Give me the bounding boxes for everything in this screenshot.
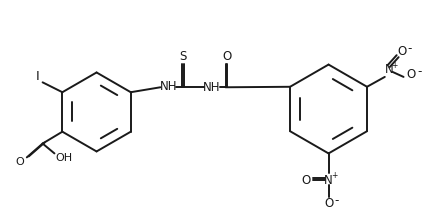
Text: NH: NH [159,80,177,93]
Text: I: I [36,70,39,83]
Text: O: O [324,197,333,210]
Text: O: O [407,68,416,81]
Text: O: O [222,50,231,63]
Text: -: - [417,66,422,79]
Text: OH: OH [56,153,73,163]
Text: N: N [324,174,333,187]
Text: -: - [334,194,339,207]
Text: N: N [385,64,394,77]
Text: O: O [397,45,406,58]
Text: -: - [407,42,412,55]
Text: O: O [301,174,310,187]
Text: S: S [179,50,187,63]
Text: O: O [16,157,24,167]
Text: +: + [331,171,338,180]
Text: NH: NH [203,81,220,94]
Text: +: + [391,61,398,70]
